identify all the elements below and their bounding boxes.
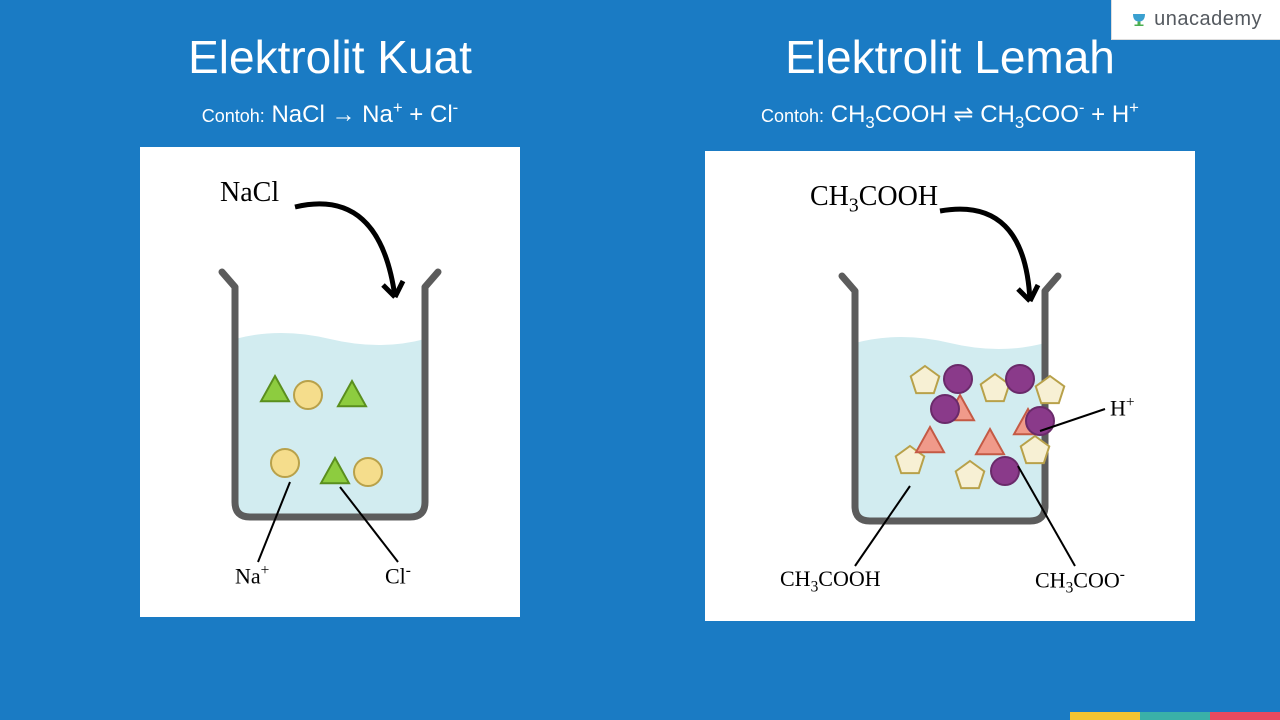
diagram-left: NaCl Na+ Cl- [140,147,520,617]
diagram-right: CH3COOH H+ CH3COOH CH3COO- [705,151,1195,621]
panels-container: Elektrolit Kuat Contoh: NaCl → Na+ + Cl-… [0,0,1280,621]
title-right: Elektrolit Lemah [785,30,1115,84]
cl-label: Cl- [385,562,411,589]
example-label-right: Contoh: [761,106,824,126]
equation-left: Contoh: NaCl → Na+ + Cl- [202,98,459,129]
beaker-svg-left [140,147,520,617]
logo-icon [1130,11,1148,29]
example-label-left: Contoh: [202,106,265,126]
compound-label-right: CH3COOH [810,181,938,218]
stripe-1 [1070,712,1140,720]
stripe-3 [1210,712,1280,720]
title-left: Elektrolit Kuat [188,30,472,84]
panel-weak-electrolyte: Elektrolit Lemah Contoh: CH3COOH ⇌ CH3CO… [660,30,1240,621]
panel-strong-electrolyte: Elektrolit Kuat Contoh: NaCl → Na+ + Cl-… [40,30,620,621]
equation-right: Contoh: CH3COOH ⇌ CH3COO- + H+ [761,98,1139,133]
h-label: H+ [1110,394,1135,421]
brand-logo: unacademy [1111,0,1280,40]
na-label: Na+ [235,562,269,589]
beaker-svg-right [705,151,1195,621]
stripe-2 [1140,712,1210,720]
acetate-label: CH3COO- [1035,566,1125,598]
bottom-stripes [1070,712,1280,720]
logo-text: unacademy [1154,8,1262,31]
molecule-label: CH3COOH [780,566,881,596]
compound-label-left: NaCl [220,177,279,209]
equation-right-formula: CH3COOH ⇌ CH3COO- + H+ [831,101,1139,128]
equation-left-formula: NaCl → Na+ + Cl- [271,101,458,128]
